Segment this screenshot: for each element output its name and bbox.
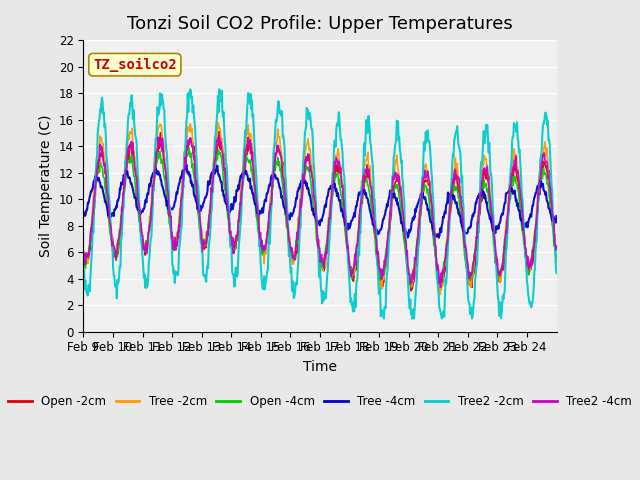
X-axis label: Time: Time (303, 360, 337, 374)
Legend: Open -2cm, Tree -2cm, Open -4cm, Tree -4cm, Tree2 -2cm, Tree2 -4cm: Open -2cm, Tree -2cm, Open -4cm, Tree -4… (3, 390, 637, 413)
Title: Tonzi Soil CO2 Profile: Upper Temperatures: Tonzi Soil CO2 Profile: Upper Temperatur… (127, 15, 513, 33)
Text: TZ_soilco2: TZ_soilco2 (93, 58, 177, 72)
Y-axis label: Soil Temperature (C): Soil Temperature (C) (39, 115, 53, 257)
